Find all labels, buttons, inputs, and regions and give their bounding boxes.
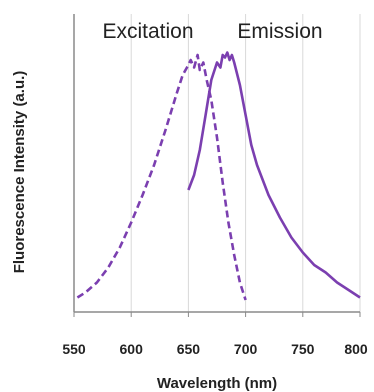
x-tick-labels: 550 600 650 700 750 800 <box>62 312 368 357</box>
x-axis-title: Wavelength (nm) <box>157 375 277 392</box>
x-tick-label-750: 750 <box>291 341 315 357</box>
x-tick-label-550: 550 <box>62 341 86 357</box>
series-line-excitation <box>76 53 247 301</box>
x-tick-label-700: 700 <box>234 341 258 357</box>
series-label-emission: Emission <box>237 20 322 43</box>
y-axis-title: Fluorescence Intensity (a.u.) <box>11 71 28 274</box>
x-tick-label-650: 650 <box>177 341 201 357</box>
series-labels: Excitation Emission <box>102 20 322 43</box>
series-label-excitation: Excitation <box>102 20 193 43</box>
gridlines <box>130 14 361 312</box>
series-group <box>76 51 361 301</box>
x-tick-label-600: 600 <box>120 341 144 357</box>
series-line-emission <box>187 51 361 299</box>
x-tick-label-800: 800 <box>344 341 368 357</box>
